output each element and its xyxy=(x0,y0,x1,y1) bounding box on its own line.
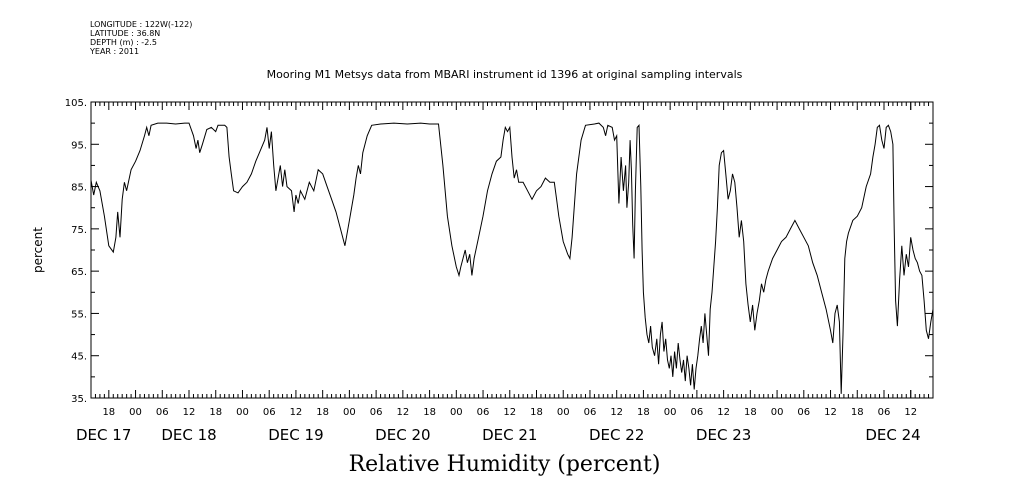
location-metadata: LONGITUDE : 122W(-122) LATITUDE : 36.8N … xyxy=(90,20,192,56)
x-hour-label: 00 xyxy=(450,407,463,418)
x-hour-label: 00 xyxy=(557,407,570,418)
y-tick-label: 35. xyxy=(71,394,87,405)
x-date-label: DEC 23 xyxy=(696,426,751,444)
x-hour-label: 12 xyxy=(904,407,917,418)
y-tick-label: 65. xyxy=(71,267,87,278)
x-hour-label: 06 xyxy=(584,407,597,418)
x-hour-label: 06 xyxy=(691,407,704,418)
plot-frame xyxy=(90,101,934,399)
x-hour-label: 12 xyxy=(290,407,303,418)
x-hour-label: 06 xyxy=(477,407,490,418)
x-hour-label: 12 xyxy=(183,407,196,418)
x-hour-label: 06 xyxy=(370,407,383,418)
x-date-label: DEC 18 xyxy=(161,426,216,444)
y-axis-label: percent xyxy=(31,227,45,273)
longitude-text: LONGITUDE : 122W(-122) xyxy=(90,20,193,29)
x-date-label: DEC 17 xyxy=(76,426,131,444)
x-hour-label: 00 xyxy=(236,407,249,418)
x-hour-label: 18 xyxy=(744,407,757,418)
chart-title: Mooring M1 Metsys data from MBARI instru… xyxy=(266,68,743,81)
x-hour-label: 12 xyxy=(717,407,730,418)
x-hour-label: 06 xyxy=(878,407,891,418)
depth-text: DEPTH (m) : -2.5 xyxy=(90,38,157,47)
x-hour-label: 12 xyxy=(824,407,837,418)
x-hour-label: 00 xyxy=(664,407,677,418)
x-hour-label: 18 xyxy=(316,407,329,418)
y-tick-label: 85. xyxy=(71,183,87,194)
x-hour-label: 18 xyxy=(102,407,115,418)
x-hour-label: 18 xyxy=(530,407,543,418)
x-hour-label: 12 xyxy=(396,407,409,418)
x-hour-label: 06 xyxy=(263,407,276,418)
x-hour-label: 06 xyxy=(156,407,169,418)
x-date-label: DEC 20 xyxy=(375,426,430,444)
x-hour-label: 06 xyxy=(797,407,810,418)
x-date-label: DEC 21 xyxy=(482,426,537,444)
x-axis-label: Relative Humidity (percent) xyxy=(348,452,661,477)
x-date-label: DEC 22 xyxy=(589,426,644,444)
year-text: YEAR : 2011 xyxy=(90,47,140,56)
y-tick-label: 95. xyxy=(71,140,87,151)
y-tick-label: 45. xyxy=(71,352,87,363)
series-line xyxy=(90,122,934,394)
y-tick-label: 55. xyxy=(71,309,87,320)
x-date-label: DEC 19 xyxy=(268,426,323,444)
x-hour-label: 18 xyxy=(851,407,864,418)
x-hour-label: 00 xyxy=(343,407,356,418)
x-hour-label: 18 xyxy=(209,407,222,418)
x-date-label: DEC 24 xyxy=(865,426,920,444)
y-tick-label: 105. xyxy=(65,98,87,109)
x-hour-label: 12 xyxy=(503,407,516,418)
x-hour-label: 18 xyxy=(423,407,436,418)
x-hour-label: 00 xyxy=(129,407,142,418)
x-hour-label: 18 xyxy=(637,407,650,418)
x-hour-label: 12 xyxy=(610,407,623,418)
y-tick-label: 75. xyxy=(71,225,87,236)
latitude-text: LATITUDE : 36.8N xyxy=(90,29,161,38)
x-hour-label: 00 xyxy=(771,407,784,418)
